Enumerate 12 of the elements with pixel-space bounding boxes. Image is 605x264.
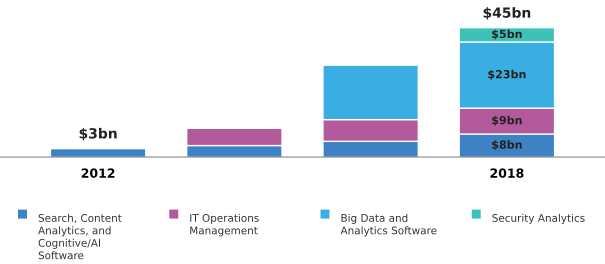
- total-label: $3bn: [80, 128, 117, 140]
- data-label: $8bn: [492, 140, 522, 150]
- x-tick-label: 2012: [82, 168, 114, 178]
- legend-label: Security Analytics: [492, 214, 585, 224]
- legend-label: IT Operations Management: [190, 214, 259, 236]
- data-label: $5bn: [492, 30, 522, 40]
- data-label: $9bn: [492, 116, 522, 126]
- legend-label: Search, Content Analytics, and Cognitive/AI Software: [38, 214, 122, 260]
- data-label: $23bn: [488, 70, 526, 80]
- total-label: $45bn: [484, 7, 530, 20]
- legend-label: Big Data and Analytics Software: [340, 214, 436, 236]
- x-tick-label: 2018: [490, 168, 524, 178]
